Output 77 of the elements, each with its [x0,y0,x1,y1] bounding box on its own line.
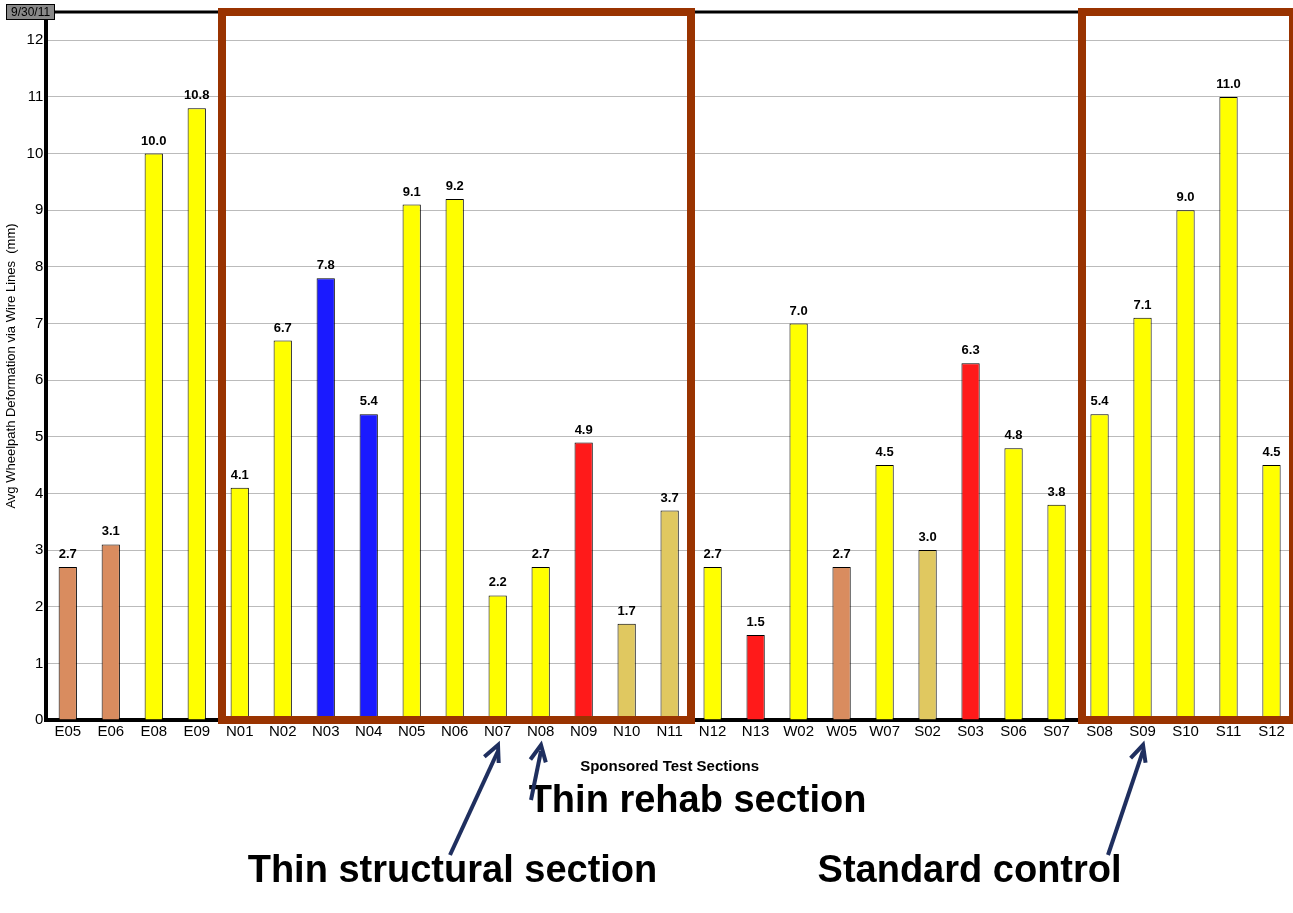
data-label: 7.0 [789,302,808,318]
annotation: 9/30/11 [6,4,56,20]
data-label: 4.5 [1262,444,1281,460]
data-label: 3.1 [101,523,120,539]
y-tick-label: 2 [34,596,44,614]
data-label: 10.0 [141,132,167,148]
x-tick-label: S03 [957,722,984,740]
x-tick-label: S08 [1086,722,1113,740]
x-tick-label: N04 [354,722,383,740]
y-tick-label: 10 [26,143,44,161]
x-tick-label: W02 [783,722,815,740]
data-label: 5.4 [1090,393,1110,409]
y-tick-label: 12 [26,30,44,48]
data-label: 4.1 [230,466,249,482]
text: Thin structural section [247,848,658,891]
x-tick-label: S07 [1043,722,1070,740]
x-tick-label: S06 [1000,722,1027,740]
x-tick-label: N08 [526,722,555,740]
x-tick-label: S09 [1129,722,1156,740]
y-tick-label: 8 [34,257,44,275]
data-label: 2.7 [58,546,77,562]
text: Standard control [817,848,1122,891]
y-tick-label: 1 [34,653,44,671]
x-tick-label: N05 [397,722,426,740]
x-tick-label: N03 [311,722,340,740]
x-axis-title: Sponsored Test Sections [580,757,760,775]
data-label: 5.4 [359,393,379,409]
data-label: 2.7 [531,546,550,562]
data-label: 9.2 [445,177,464,193]
data-label: 7.1 [1133,296,1152,312]
x-tick-label: S11 [1215,722,1242,740]
x-tick-label: S12 [1258,722,1285,740]
x-tick-label: S02 [914,722,941,740]
data-label: 4.8 [1004,427,1023,443]
y-tick-label: 11 [27,87,44,105]
x-tick-label: N12 [698,722,727,740]
x-tick-label: N10 [612,722,641,740]
x-tick-label: N06 [440,722,469,740]
data-label: 3.7 [660,489,679,505]
x-tick-label: N02 [268,722,297,740]
text: Thin rehab section [528,778,867,821]
x-tick-label: E06 [97,722,125,740]
data-label: 9.0 [1176,189,1195,205]
data-label: 2.2 [488,574,507,590]
data-label: 2.7 [703,546,722,562]
x-tick-label: E08 [140,722,168,740]
x-tick-label: S10 [1172,722,1199,740]
x-tick-label: N01 [225,722,254,740]
y-tick-label: 3 [34,540,44,558]
data-label: 7.8 [316,257,335,273]
data-label: 3.8 [1047,483,1066,499]
y-tick-label: 0 [34,710,44,728]
data-label: 2.7 [832,546,851,562]
data-label: 9.1 [402,183,421,199]
data-label: 4.9 [574,421,593,437]
data-label: 1.7 [617,602,636,618]
x-tick-label: W07 [869,722,901,740]
x-tick-label: N13 [741,722,770,740]
data-label: 10.8 [184,87,210,103]
y-tick-label: 6 [34,370,44,388]
data-label: 6.3 [961,342,980,358]
data-label: 11.0 [1216,76,1241,92]
y-tick-label: 5 [34,426,44,444]
x-tick-label: N09 [569,722,598,740]
data-label: 1.5 [746,614,765,630]
x-tick-label: W05 [826,722,858,740]
data-label: 3.0 [918,529,937,545]
x-tick-label: N11 [656,722,683,740]
y-axis-title: Avg Wheelpath Deformation via Wire Lines (mm) [3,223,19,509]
x-tick-label: E09 [183,722,211,740]
x-tick-label: E05 [54,722,82,740]
data-label: 6.7 [273,319,292,335]
x-tick-label: N07 [483,722,512,740]
y-tick-label: 4 [34,483,44,501]
y-tick-label: 7 [34,313,44,331]
data-label: 4.5 [875,444,894,460]
y-tick-label: 9 [34,200,44,218]
